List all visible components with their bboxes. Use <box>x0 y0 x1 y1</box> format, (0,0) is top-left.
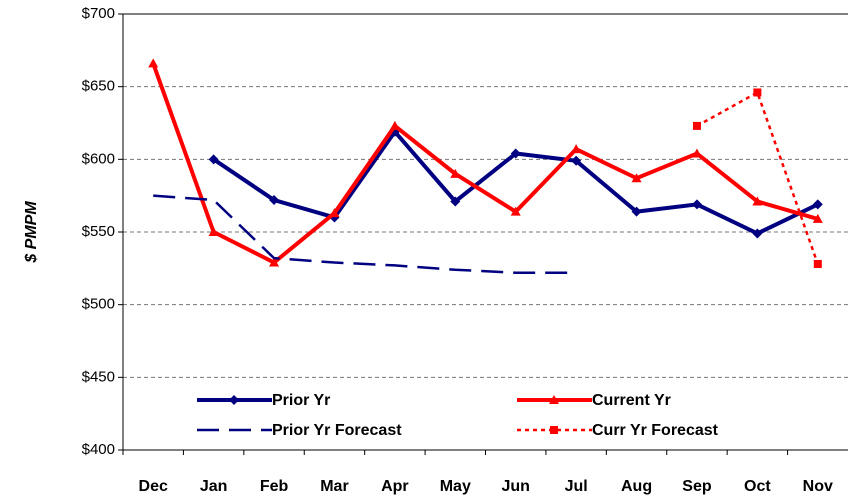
x-tick-label: Sep <box>682 478 712 495</box>
x-tick-label: Feb <box>260 478 289 495</box>
marker <box>571 144 582 154</box>
y-tick-label: $550 <box>82 223 115 240</box>
marker <box>691 199 702 210</box>
marker <box>148 58 159 68</box>
marker <box>752 196 763 206</box>
x-tick-label: Apr <box>381 478 409 495</box>
x-tick-label: Jul <box>565 478 588 495</box>
x-tick-label: Jan <box>200 478 228 495</box>
legend-label: Curr Yr Forecast <box>592 422 719 439</box>
marker <box>571 155 582 166</box>
marker <box>269 195 280 206</box>
marker <box>510 148 521 159</box>
marker <box>812 199 823 210</box>
series-line <box>212 128 819 236</box>
marker <box>389 120 400 130</box>
y-tick-label: $450 <box>82 368 115 385</box>
x-tick-label: Dec <box>139 478 168 495</box>
legend-label: Prior Yr <box>272 392 330 409</box>
y-axis-label: $ PMPM <box>23 201 40 264</box>
marker <box>450 196 461 207</box>
x-tick-label: Aug <box>621 478 652 495</box>
series-line <box>153 194 577 274</box>
x-tick-label: Jun <box>501 478 529 495</box>
marker <box>752 228 763 239</box>
marker <box>450 168 461 178</box>
marker <box>631 173 642 183</box>
y-tick-label: $500 <box>82 296 115 313</box>
marker <box>550 426 558 434</box>
marker <box>753 88 762 97</box>
x-tick-label: Oct <box>744 478 771 495</box>
series-line <box>151 62 819 265</box>
y-tick-label: $600 <box>82 150 115 167</box>
marker <box>631 206 642 217</box>
marker <box>549 395 559 404</box>
x-tick-label: Mar <box>320 478 348 495</box>
legend-label: Current Yr <box>592 392 671 409</box>
marker <box>510 206 521 216</box>
y-tick-label: $400 <box>82 441 115 458</box>
marker <box>229 395 239 405</box>
marker <box>208 154 219 165</box>
marker <box>691 148 702 158</box>
x-tick-label: May <box>440 478 471 495</box>
marker <box>329 208 340 218</box>
marker <box>813 259 822 268</box>
marker <box>692 121 701 130</box>
marker <box>208 227 219 236</box>
y-tick-label: $650 <box>82 78 115 95</box>
x-tick-label: Nov <box>803 478 833 495</box>
y-tick-label: $700 <box>82 5 115 22</box>
marker <box>269 257 280 267</box>
marker <box>812 213 823 223</box>
legend-label: Prior Yr Forecast <box>272 422 402 439</box>
